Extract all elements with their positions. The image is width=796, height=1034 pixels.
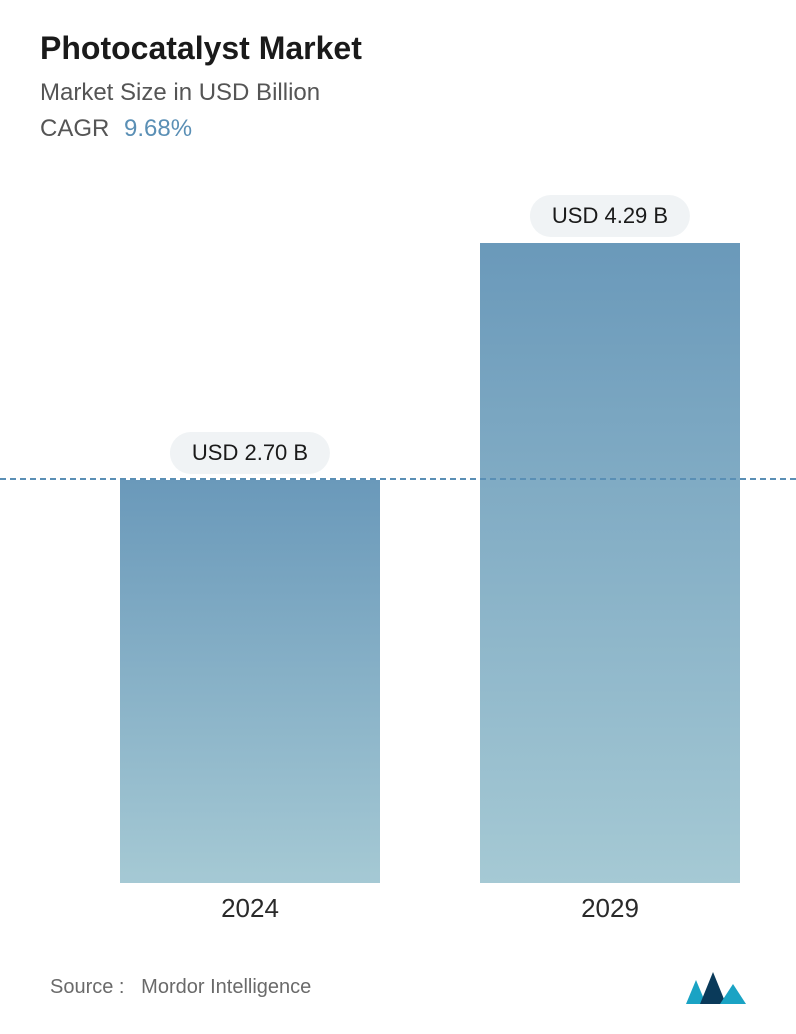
- bar-fill: [480, 243, 740, 883]
- chart-subtitle: Market Size in USD Billion: [40, 79, 756, 107]
- x-axis-labels: 2024 2029: [60, 893, 736, 953]
- chart-plot-area: USD 2.70 B USD 4.29 B 2024 2029: [40, 183, 756, 960]
- x-axis-label: 2024: [221, 893, 279, 924]
- brand-logo-icon: [686, 970, 746, 1004]
- chart-title: Photocatalyst Market: [40, 30, 756, 67]
- cagr-row: CAGR 9.68%: [40, 115, 756, 143]
- x-axis-label: 2029: [581, 893, 639, 924]
- bar: USD 2.70 B: [120, 480, 380, 883]
- cagr-label: CAGR: [40, 115, 109, 142]
- bar: USD 4.29 B: [480, 243, 740, 883]
- value-pill: USD 2.70 B: [170, 432, 330, 474]
- source-text: Source : Mordor Intelligence: [50, 976, 311, 999]
- source-label: Source :: [50, 976, 124, 998]
- chart-container: Photocatalyst Market Market Size in USD …: [0, 0, 796, 1034]
- bar-fill: [120, 480, 380, 883]
- value-pill: USD 4.29 B: [530, 195, 690, 237]
- chart-footer: Source : Mordor Intelligence: [40, 970, 756, 1004]
- plot: USD 2.70 B USD 4.29 B: [60, 183, 736, 883]
- source-name: Mordor Intelligence: [141, 976, 311, 998]
- reference-line: [0, 478, 796, 480]
- cagr-value: 9.68%: [124, 115, 192, 142]
